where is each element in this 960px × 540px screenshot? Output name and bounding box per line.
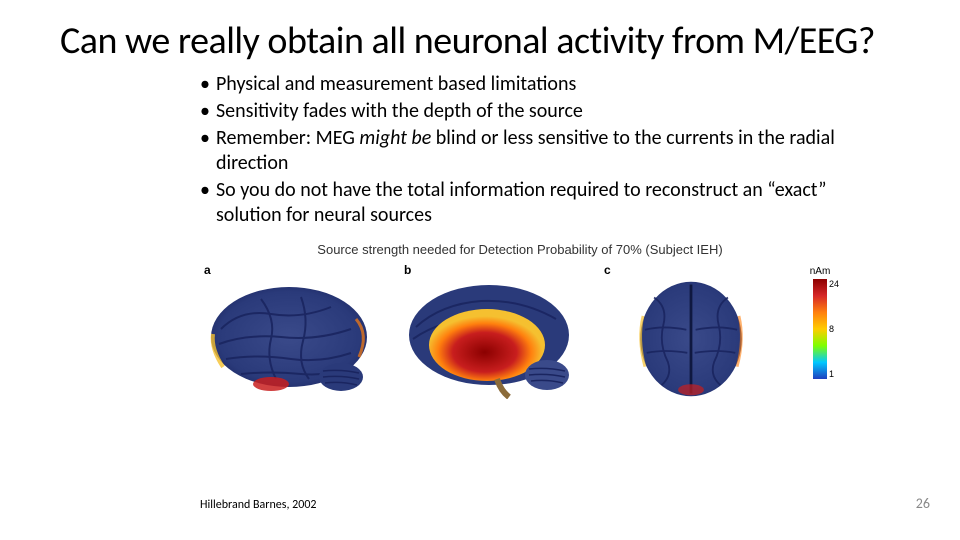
bullet-text: So you do not have the total information… — [216, 178, 840, 228]
bullet-marker: • — [200, 99, 210, 124]
bullet-marker: • — [200, 72, 210, 97]
panel-label: a — [200, 263, 382, 277]
figure-panel-b: b — [400, 263, 582, 399]
colorbar-ticks: 24 8 1 — [829, 279, 839, 379]
bullet-marker: • — [200, 178, 210, 228]
bullet-item: • Remember: MEG might be blind or less s… — [200, 126, 840, 176]
bullet-text: Remember: MEG might be blind or less sen… — [216, 126, 840, 176]
brain-superior-icon — [600, 279, 782, 399]
colorbar-tick: 8 — [829, 324, 839, 334]
figure: Source strength needed for Detection Pro… — [200, 242, 840, 399]
figure-panel-c: c — [600, 263, 782, 399]
brain-medial-icon — [400, 279, 582, 399]
slide-title: Can we really obtain all neuronal activi… — [60, 20, 900, 64]
brain-lateral-icon — [200, 279, 382, 399]
figure-title: Source strength needed for Detection Pro… — [200, 242, 840, 257]
bullet-marker: • — [200, 126, 210, 176]
figure-panel-a: a — [200, 263, 382, 399]
bullet-item: • So you do not have the total informati… — [200, 178, 840, 228]
colorbar-gradient: 24 8 1 — [813, 279, 827, 379]
colorbar-unit: nAm — [810, 266, 831, 277]
panel-label: b — [400, 263, 582, 277]
citation: Hillebrand Barnes, 2002 — [200, 498, 316, 512]
colorbar: nAm 24 8 1 — [800, 266, 840, 396]
figure-row: a — [200, 263, 840, 399]
bullet-text: Physical and measurement based limitatio… — [216, 72, 840, 97]
colorbar-tick: 1 — [829, 369, 839, 379]
bullet-text: Sensitivity fades with the depth of the … — [216, 99, 840, 124]
bullet-list: • Physical and measurement based limitat… — [200, 72, 840, 228]
bullet-item: • Physical and measurement based limitat… — [200, 72, 840, 97]
bullet-prefix: Remember: MEG — [216, 126, 359, 150]
bullet-item: • Sensitivity fades with the depth of th… — [200, 99, 840, 124]
panel-label: c — [600, 263, 782, 277]
bullet-italic: might be — [359, 126, 431, 150]
colorbar-tick: 24 — [829, 279, 839, 289]
page-number: 26 — [916, 495, 930, 512]
